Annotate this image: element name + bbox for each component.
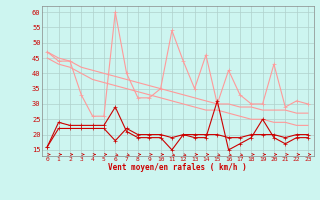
X-axis label: Vent moyen/en rafales ( km/h ): Vent moyen/en rafales ( km/h ) (108, 164, 247, 172)
